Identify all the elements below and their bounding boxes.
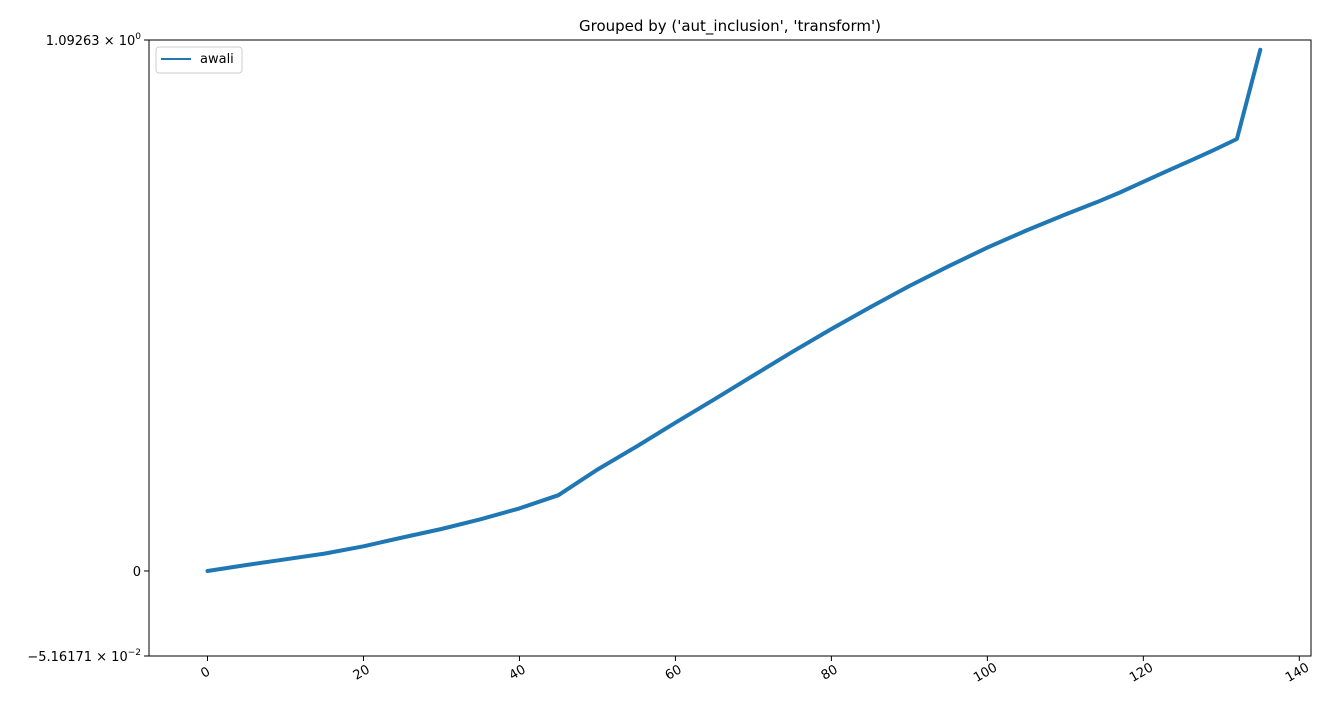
chart-title: Grouped by ('aut_inclusion', 'transform'… <box>579 17 881 36</box>
x-tick-label: 120 <box>1127 660 1156 685</box>
y-tick-label: 0 <box>133 565 141 580</box>
x-tick-label: 20 <box>351 662 373 683</box>
x-tick-label: 100 <box>971 660 1000 685</box>
series-line-0 <box>205 47 1263 573</box>
legend-label: awali <box>200 52 234 67</box>
y-tick-label: −5.16171 × 10−2 <box>27 648 141 665</box>
x-axis: 0 20 40 60 80 100 120 140 <box>198 656 1312 686</box>
legend: awali <box>155 46 243 74</box>
x-tick-label: 40 <box>507 662 529 683</box>
x-tick-label: 0 <box>198 664 213 681</box>
y-axis: 1.09263 × 100 0 −5.16171 × 10−2 <box>27 32 149 665</box>
x-tick-label: 60 <box>663 662 685 683</box>
plot-area <box>205 47 1263 573</box>
legend-box <box>155 46 243 74</box>
axes-frame <box>148 39 1312 657</box>
y-tick-label: 1.09263 × 100 <box>46 32 141 49</box>
x-tick-label: 80 <box>819 662 841 683</box>
x-tick-label: 140 <box>1283 660 1312 685</box>
